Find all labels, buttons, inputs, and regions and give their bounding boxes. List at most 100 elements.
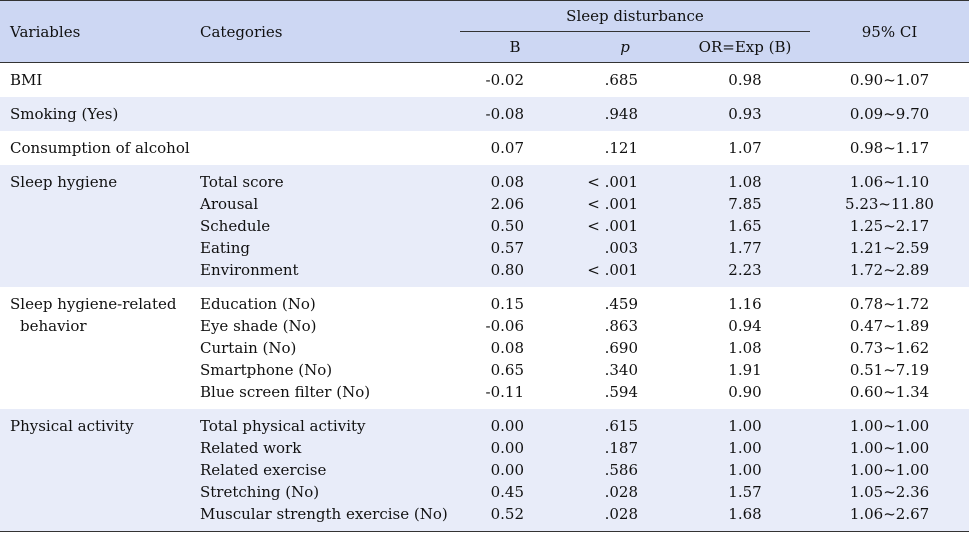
category-value: Eye shade (No) [200,317,317,335]
b-value: 0.57 [490,239,524,257]
b-value: 0.00 [490,417,524,435]
p-value: .948 [604,105,638,123]
p-cell: .121 [570,131,680,165]
ci-value: 0.98~1.17 [849,139,930,157]
or-value: 0.90 [728,383,762,401]
b-value: 0.50 [490,217,524,235]
or-value: 7.85 [728,195,762,213]
ci-cell: 0.98~1.17 [810,131,969,165]
ci-value: 1.00~1.00 [849,461,930,479]
category-value: Environment [200,261,299,279]
header-sleep-disturbance: Sleep disturbance [460,0,810,32]
ci-value: 0.73~1.62 [849,339,930,357]
p-value: .594 [604,383,638,401]
b-value: -0.08 [485,105,524,123]
variable-label: Sleep hygiene-related [10,295,177,313]
p-cell: .615 .187 .586 .028 .028 [570,409,680,532]
ci-value: 1.21~2.59 [849,239,930,257]
or-cell: 0.93 [680,97,810,131]
header-b: B [460,31,570,63]
category-value: Education (No) [200,295,316,313]
b-cell: -0.02 [460,63,570,98]
category-value: Eating [200,239,250,257]
table-row: BMI -0.02 .685 0.98 0.90~1.07 [0,63,969,98]
or-value: 0.98 [728,71,762,89]
b-value: 0.80 [490,261,524,279]
or-value: 1.00 [728,417,762,435]
or-value: 1.00 [728,439,762,457]
ci-value: 1.06~1.10 [849,173,930,191]
p-value: .003 [604,239,638,257]
category-value: Blue screen filter (No) [200,383,371,401]
or-cell: 1.07 [680,131,810,165]
category-cell: Total score Arousal Schedule Eating Environm… [190,165,460,287]
ci-value: 5.23~11.80 [845,195,934,213]
b-value: 0.08 [490,173,524,191]
header-ci: 95% CI [810,0,969,63]
or-value: 1.91 [728,361,762,379]
category-cell: Education (No) Eye shade (No) Curtain (No)… [190,287,460,409]
p-value: .863 [604,317,638,335]
category-value [200,103,450,125]
variable-cell: Smoking (Yes) [0,97,190,131]
p-value: .459 [604,295,638,313]
table-row: Consumption of alcohol 0.07 .121 1.07 0.98~1… [0,131,969,165]
ci-cell: 1.00~1.00 1.00~1.00 1.00~1.00 1.05~2.36 1.06… [810,409,969,532]
variable-label: Physical activity [10,417,134,435]
b-value: -0.02 [485,71,524,89]
category-cell: Total physical activity Related work Relat… [190,409,460,532]
ci-value: 0.90~1.07 [849,71,930,89]
or-cell: 1.16 0.94 1.08 1.91 0.90 [680,287,810,409]
b-value: 2.06 [490,195,524,213]
or-value: 2.23 [728,261,762,279]
category-value: Schedule [200,217,271,235]
ci-value: 0.47~1.89 [849,317,930,335]
header-categories: Categories [190,0,460,63]
category-value: Related work [200,439,302,457]
b-value: 0.07 [490,139,524,157]
header-p: p [570,31,680,63]
header-or: OR=Exp (B) [680,31,810,63]
ci-cell: 0.90~1.07 [810,63,969,98]
category-value: Stretching (No) [200,483,320,501]
p-value: .690 [604,339,638,357]
ci-value: 1.72~2.89 [849,261,930,279]
p-value: .340 [604,361,638,379]
variable-label: BMI [10,71,43,89]
variable-label: Smoking (Yes) [10,105,119,123]
category-value: Total physical activity [200,417,366,435]
p-value: .028 [604,483,638,501]
category-value: Arousal [200,195,259,213]
b-cell: 0.15 -0.06 0.08 0.65 -0.11 [460,287,570,409]
b-value: 0.52 [490,505,524,523]
p-cell: < .001 < .001 < .001 .003 < .001 [570,165,680,287]
ci-value: 1.06~2.67 [849,505,930,523]
p-value: .685 [604,71,638,89]
or-value: 1.08 [728,339,762,357]
or-value: 1.00 [728,461,762,479]
b-value: 0.45 [490,483,524,501]
b-value: 0.00 [490,461,524,479]
b-value: 0.08 [490,339,524,357]
or-value: 1.77 [728,239,762,257]
p-cell: .685 [570,63,680,98]
category-value: Muscular strength exercise (No) [200,505,448,523]
header-variables: Variables [0,0,190,63]
category-cell [190,131,460,165]
or-value: 0.93 [728,105,762,123]
variable-cell: Sleep hygiene-related behavior [0,287,190,409]
b-value: 0.65 [490,361,524,379]
table-row: Smoking (Yes) -0.08 .948 0.93 0.09~9.70 [0,97,969,131]
p-value: .121 [604,139,638,157]
b-value: -0.11 [485,383,524,401]
ci-cell: 0.78~1.72 0.47~1.89 0.73~1.62 0.51~7.19 0.60… [810,287,969,409]
variable-cell: BMI [0,63,190,98]
b-value: 0.00 [490,439,524,457]
or-value: 0.94 [728,317,762,335]
table-row: Sleep hygiene Total score Arousal Schedule E… [0,165,969,287]
table-row: Sleep hygiene-related behavior Education (… [0,287,969,409]
b-value: 0.15 [490,295,524,313]
ci-value: 1.00~1.00 [849,417,930,435]
p-value: < .001 [587,217,638,235]
